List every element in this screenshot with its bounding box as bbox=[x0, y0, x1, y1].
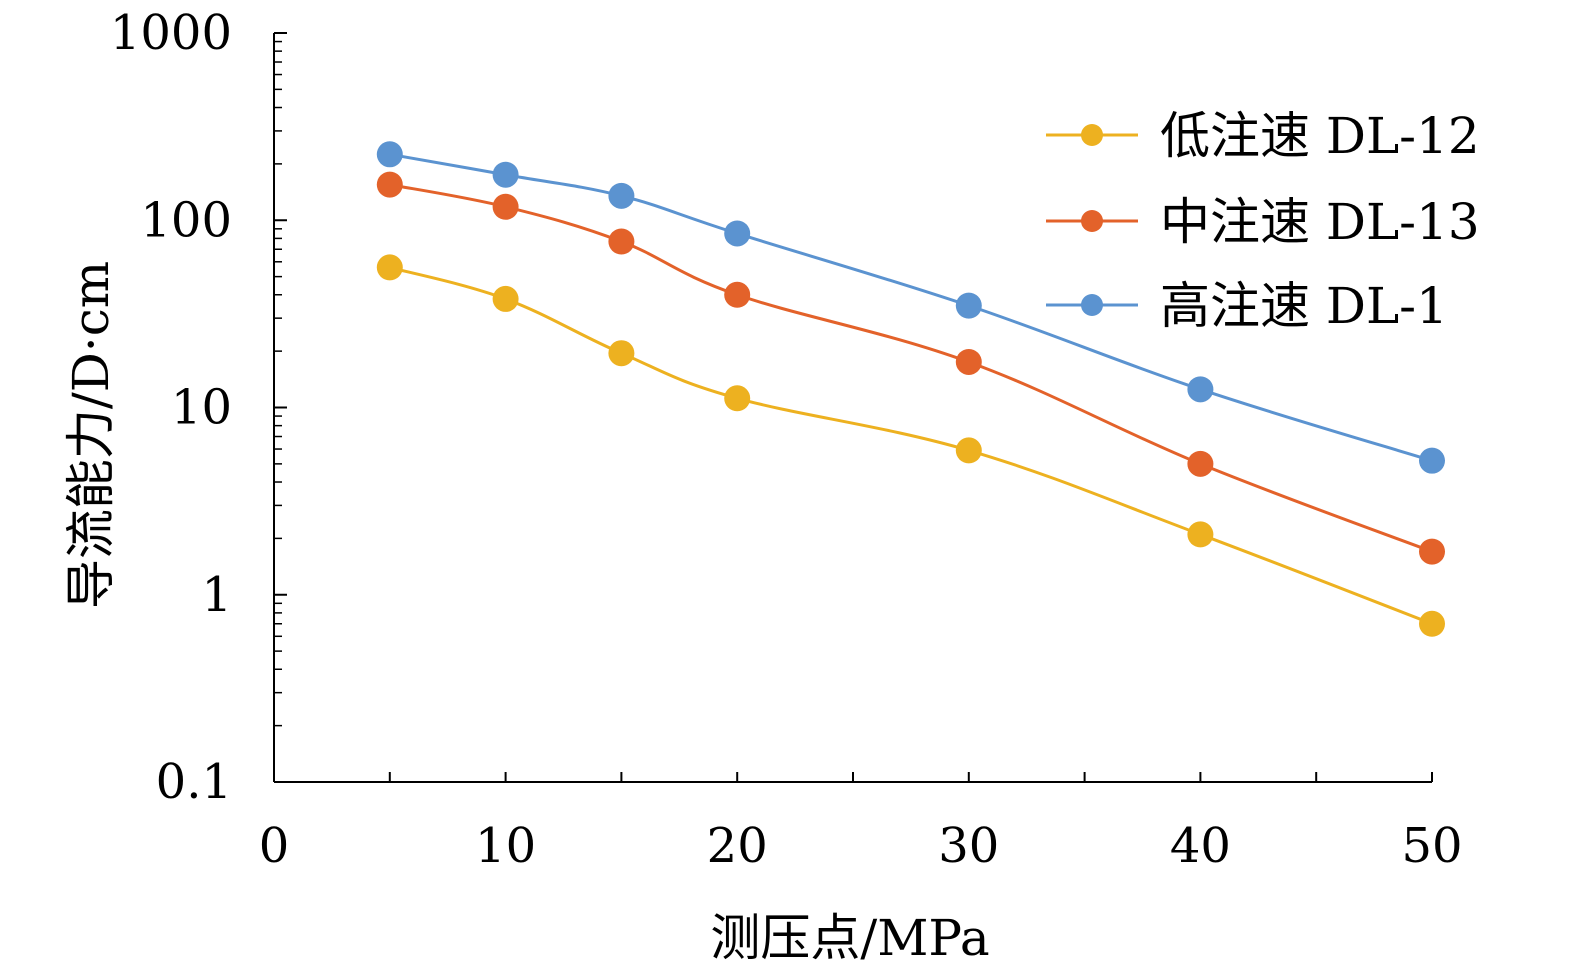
y-tick-label: 1000 bbox=[110, 5, 232, 61]
y-tick-label: 100 bbox=[140, 192, 232, 248]
legend-item: 低注速 DL-12 bbox=[1046, 107, 1480, 165]
x-tick-label: 20 bbox=[707, 818, 768, 874]
y-tick-label: 10 bbox=[171, 380, 232, 436]
legend-item: 中注速 DL-13 bbox=[1046, 193, 1480, 251]
legend-label: 低注速 DL-12 bbox=[1160, 107, 1480, 165]
data-point bbox=[955, 348, 982, 375]
data-point bbox=[1419, 610, 1445, 637]
y-tick-label: 0.1 bbox=[156, 754, 232, 810]
series-lines bbox=[376, 141, 1445, 637]
series-2 bbox=[376, 171, 1445, 565]
data-point bbox=[376, 254, 403, 281]
data-point bbox=[1419, 447, 1445, 474]
data-point bbox=[724, 220, 751, 247]
x-tick-label: 40 bbox=[1170, 818, 1231, 874]
legend-label: 高注速 DL-1 bbox=[1160, 277, 1448, 335]
x-tick-label: 50 bbox=[1401, 818, 1462, 874]
series-line bbox=[389, 265, 1433, 626]
data-point bbox=[1187, 521, 1214, 548]
data-point bbox=[724, 385, 751, 412]
axes: 0.1 1 10 100 1000 0 10 20 30 40 50 bbox=[110, 5, 1463, 874]
data-point bbox=[608, 340, 635, 367]
series-line bbox=[389, 152, 1433, 463]
data-point bbox=[955, 437, 982, 464]
legend-item: 高注速 DL-1 bbox=[1046, 277, 1448, 335]
y-axis-title: 导流能力/D·cm bbox=[62, 261, 120, 609]
data-point bbox=[608, 228, 635, 255]
data-point bbox=[1187, 450, 1214, 477]
legend-marker bbox=[1081, 294, 1103, 316]
data-point bbox=[955, 292, 982, 319]
data-point bbox=[1419, 538, 1445, 565]
series-3 bbox=[376, 141, 1445, 474]
x-tick-label: 0 bbox=[259, 818, 290, 874]
data-point bbox=[376, 141, 403, 168]
series-1 bbox=[376, 254, 1445, 637]
x-tick-label: 10 bbox=[475, 818, 536, 874]
data-point bbox=[1187, 376, 1214, 403]
y-tick-label: 1 bbox=[201, 567, 232, 623]
data-point bbox=[492, 193, 519, 220]
legend: 低注速 DL-12 中注速 DL-13 高注速 DL-1 bbox=[1046, 107, 1480, 335]
series-line bbox=[389, 183, 1433, 554]
data-point bbox=[376, 171, 403, 198]
data-point bbox=[492, 161, 519, 188]
data-point bbox=[492, 285, 519, 312]
x-axis-title: 测压点/MPa bbox=[710, 909, 989, 967]
legend-marker bbox=[1081, 210, 1103, 232]
x-tick-label: 30 bbox=[938, 818, 999, 874]
legend-label: 中注速 DL-13 bbox=[1160, 193, 1480, 251]
data-point bbox=[724, 281, 751, 308]
data-point bbox=[608, 182, 635, 209]
legend-marker bbox=[1081, 124, 1103, 146]
